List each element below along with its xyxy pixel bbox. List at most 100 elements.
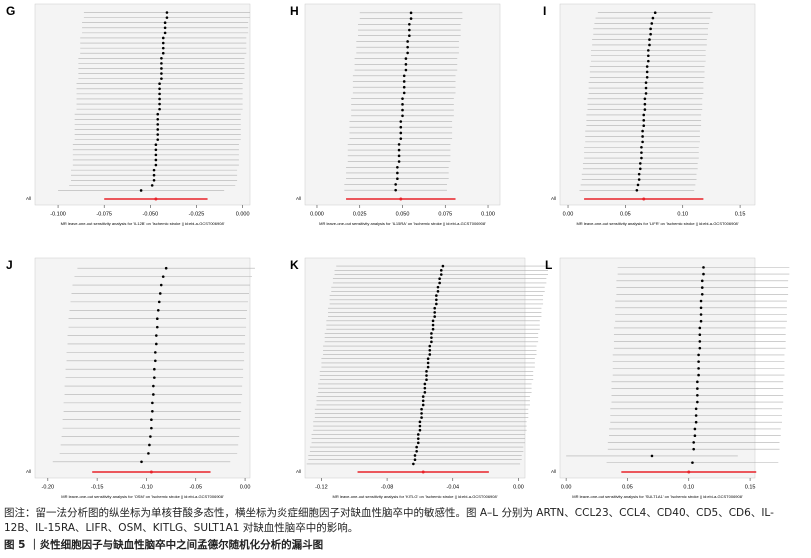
estimate-point <box>698 326 702 330</box>
estimate-point <box>641 140 644 144</box>
estimate-point <box>394 183 397 186</box>
estimate-point <box>402 74 406 78</box>
estimate-point <box>430 336 433 339</box>
x-tick-label: 0.050 <box>396 211 410 217</box>
x-tick-label: 0.10 <box>677 211 688 217</box>
estimate-point <box>152 173 156 177</box>
estimate-point <box>651 16 655 20</box>
estimate-point <box>421 403 425 407</box>
x-tick-label: -0.08 <box>381 484 394 490</box>
estimate-point <box>697 373 700 377</box>
x-axis-title: MR leave-one-out sensitivity analysis fo… <box>61 221 225 226</box>
estimate-point <box>415 449 418 453</box>
estimate-point <box>694 414 698 417</box>
estimate-point <box>642 119 646 122</box>
estimate-point <box>692 447 695 451</box>
x-tick-label: 0.10 <box>683 484 694 490</box>
estimate-point <box>154 143 158 147</box>
estimate-point <box>431 323 435 327</box>
estimate-point <box>140 460 143 464</box>
estimate-point <box>420 412 423 415</box>
estimate-point <box>649 32 652 36</box>
estimate-point <box>692 441 695 444</box>
estimate-point <box>150 426 153 430</box>
estimate-point <box>399 131 403 135</box>
estimate-point <box>156 138 160 141</box>
estimate-point <box>643 102 647 106</box>
x-axis-title: MR leave-one-out sensitivity analysis fo… <box>333 494 498 499</box>
estimate-point <box>413 454 417 457</box>
estimate-point <box>694 420 698 424</box>
estimate-point <box>412 462 415 466</box>
estimate-point <box>399 120 403 123</box>
panel-letter: G <box>6 4 15 18</box>
estimate-point <box>700 286 704 289</box>
estimate-point <box>153 376 156 379</box>
estimate-point <box>152 168 156 172</box>
estimate-point <box>404 57 408 60</box>
estimate-point <box>152 393 155 396</box>
estimate-point <box>698 346 702 350</box>
estimate-point <box>163 21 167 25</box>
plot-area <box>304 257 526 479</box>
estimate-point <box>163 26 167 30</box>
estimate-point <box>645 75 649 79</box>
estimate-point <box>404 68 408 72</box>
estimate-point <box>154 163 158 167</box>
x-axis-title: MR leave-one-out sensitivity analysis fo… <box>576 221 738 226</box>
estimate-point <box>401 108 404 112</box>
x-tick-label: -0.075 <box>96 211 112 217</box>
all-label: All <box>26 469 31 474</box>
estimate-point <box>157 300 161 304</box>
estimate-point <box>158 87 161 91</box>
estimate-point <box>699 306 703 310</box>
estimate-point <box>425 378 428 382</box>
estimate-point <box>156 128 160 131</box>
estimate-point <box>156 117 160 121</box>
estimate-point <box>159 283 163 287</box>
estimate-point <box>399 137 403 140</box>
estimate-point <box>436 285 440 289</box>
estimate-point <box>647 49 650 52</box>
estimate-point <box>408 34 411 38</box>
estimate-point <box>397 154 401 158</box>
estimate-point <box>439 269 443 272</box>
x-tick-label: 0.00 <box>563 211 574 217</box>
estimate-point <box>650 22 654 25</box>
estimate-point <box>158 102 161 106</box>
estimate-point <box>396 177 399 181</box>
estimate-point <box>154 351 157 354</box>
estimate-point <box>161 46 165 50</box>
estimate-point <box>155 334 158 337</box>
estimate-point <box>402 80 406 83</box>
estimate-point <box>650 454 654 458</box>
estimate-point <box>418 420 422 424</box>
estimate-point <box>149 435 152 438</box>
estimate-point <box>693 427 697 431</box>
estimate-point <box>399 125 403 129</box>
estimate-point <box>425 370 428 373</box>
estimate-point <box>147 452 150 455</box>
x-tick-label: 0.100 <box>481 211 495 217</box>
estimate-point <box>418 424 422 428</box>
estimate-point <box>697 360 700 363</box>
estimate-point <box>158 92 161 96</box>
estimate-point <box>148 443 151 447</box>
all-label: All <box>296 196 301 201</box>
plot-area <box>559 257 756 479</box>
x-tick-label: 0.15 <box>745 484 756 490</box>
estimate-point <box>409 11 413 15</box>
estimate-point <box>421 399 425 403</box>
estimate-point <box>413 458 417 461</box>
estimate-point <box>644 92 648 95</box>
x-tick-label: -0.20 <box>42 484 55 490</box>
estimate-point <box>641 135 644 138</box>
estimate-point <box>425 374 428 377</box>
estimate-point <box>158 97 161 101</box>
estimate-point <box>697 353 700 357</box>
estimate-point <box>156 112 160 116</box>
x-tick-label: -0.100 <box>50 211 66 217</box>
estimate-point <box>150 184 154 187</box>
estimate-point <box>155 317 159 321</box>
